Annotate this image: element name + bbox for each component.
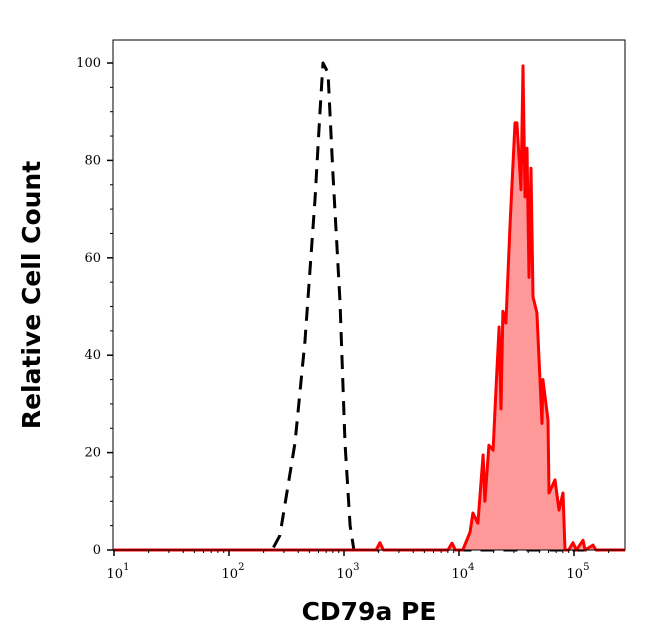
y-axis-label: Relative Cell Count — [17, 161, 46, 429]
x-axis: 101 102 103 104 105 — [107, 549, 625, 582]
x-axis-label: CD79a PE — [302, 597, 437, 626]
x-tick-label: 105 — [567, 562, 590, 582]
y-tick-label: 80 — [84, 153, 101, 168]
series-1-fill — [113, 65, 625, 551]
y-tick-label: 60 — [84, 251, 101, 266]
series-0-line — [114, 61, 625, 552]
x-tick-label: 102 — [222, 562, 245, 582]
y-tick-label: 20 — [84, 446, 101, 461]
x-tick-label: 103 — [337, 562, 360, 582]
series-layer — [113, 61, 625, 552]
x-tick-label: 101 — [107, 562, 130, 582]
x-tick-label: 104 — [452, 562, 475, 582]
y-tick-label: 0 — [93, 543, 101, 558]
y-tick-label: 40 — [84, 348, 101, 363]
series-1-line — [113, 64, 625, 552]
y-axis: 0 20 40 60 80 100 — [76, 56, 113, 558]
y-tick-label: 100 — [76, 56, 101, 71]
